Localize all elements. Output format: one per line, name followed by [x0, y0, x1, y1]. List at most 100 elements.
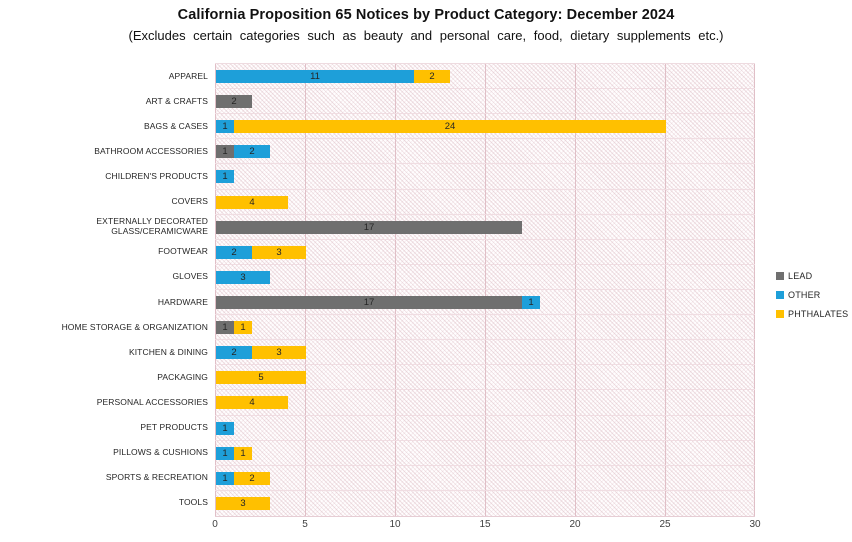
legend-item-other: OTHER	[776, 290, 848, 300]
category-label: COVERS	[171, 196, 208, 207]
legend-label: PHTHALATES	[788, 309, 849, 319]
category-label: APPAREL	[168, 70, 208, 81]
x-axis-tick-label: 30	[749, 519, 761, 530]
bar-segment-lead: 1	[216, 321, 234, 335]
bar-value-label: 1	[528, 296, 534, 308]
bar-row: 4	[215, 390, 755, 416]
category-label: BAGS & CASES	[143, 120, 208, 131]
bar-value-label: 17	[363, 221, 375, 233]
bar-row: 1	[215, 416, 755, 441]
category-label: PET PRODUCTS	[140, 422, 208, 433]
bar-value-label: 1	[240, 322, 246, 334]
category-label: SPORTS & RECREATION	[105, 472, 208, 483]
stacked-bar: 3	[216, 496, 270, 510]
bar-segment-phthalates: 4	[216, 396, 288, 410]
bar-value-label: 1	[240, 447, 246, 459]
bar-row: 3	[215, 491, 755, 516]
category-label: ART & CRAFTS	[145, 95, 208, 106]
stacked-bar: 4	[216, 195, 288, 209]
bar-segment-lead: 1	[216, 145, 234, 159]
bar-segment-other: 2	[216, 346, 252, 360]
bar-value-label: 3	[276, 246, 282, 258]
bar-segment-phthalates: 2	[414, 70, 450, 83]
bar-value-label: 2	[231, 246, 237, 258]
legend-swatch-phthalates	[776, 310, 784, 318]
bar-segment-phthalates: 1	[234, 446, 252, 460]
x-axis-tick-label: 25	[659, 519, 671, 530]
legend-swatch-lead	[776, 272, 784, 280]
bar-segment-phthalates: 3	[252, 346, 306, 360]
stacked-bar: 2	[216, 95, 252, 109]
vertical-gridline	[575, 64, 576, 516]
category-label: CHILDREN'S PRODUCTS	[105, 170, 208, 181]
chart-subtitle: (Excludes certain categories such as bea…	[128, 28, 724, 43]
bar-value-label: 1	[222, 121, 228, 133]
bar-value-label: 17	[363, 296, 375, 308]
bar-row: 17 1	[215, 290, 755, 316]
stacked-bar: 17 1	[216, 295, 540, 309]
x-axis-tick-label: 10	[389, 519, 401, 530]
y-axis-category-labels: APPAREL ART & CRAFTS BAGS & CASES BATHROOM …	[0, 63, 208, 515]
chart-title: California Proposition 65 Notices by Pro…	[177, 7, 675, 23]
bar-segment-lead: 17	[216, 220, 522, 234]
bar-row: 17	[215, 215, 755, 240]
stacked-bar: 11 2	[216, 70, 450, 83]
x-axis: 0 5 10 15 20 25 30	[0, 519, 852, 533]
x-axis-tick-label: 0	[212, 519, 218, 530]
bar-value-label: 2	[429, 71, 435, 82]
category-label: HARDWARE	[157, 296, 208, 307]
vertical-gridline	[305, 64, 306, 516]
bar-segment-phthalates: 24	[234, 120, 666, 134]
bar-segment-other: 1	[216, 170, 234, 184]
bar-row: 5	[215, 365, 755, 391]
category-label: PILLOWS & CUSHIONS	[113, 447, 208, 458]
bar-segment-phthalates: 3	[252, 245, 306, 259]
vertical-gridline	[215, 64, 216, 516]
bar-value-label: 11	[310, 71, 320, 82]
bar-value-label: 3	[276, 347, 282, 359]
category-label: EXTERNALLY DECORATED GLASS/CERAMICWARE	[96, 216, 208, 237]
bar-segment-phthalates: 5	[216, 371, 306, 385]
category-label: BATHROOM ACCESSORIES	[94, 145, 208, 156]
bar-value-label: 3	[240, 497, 246, 509]
bar-segment-other: 3	[216, 270, 270, 284]
bar-segment-other: 1	[522, 295, 540, 309]
vertical-gridline	[754, 64, 755, 516]
category-label: FOOTWEAR	[158, 246, 208, 257]
x-axis-tick-label: 15	[479, 519, 491, 530]
bar-value-label: 24	[444, 121, 456, 133]
legend: LEAD OTHER PHTHALATES	[776, 271, 848, 328]
bar-value-label: 2	[231, 347, 237, 359]
bar-value-label: 2	[249, 146, 255, 158]
bar-row: 1 24	[215, 114, 755, 140]
stacked-bar: 4	[216, 396, 288, 410]
bar-row: 11 2	[215, 64, 755, 90]
bar-value-label: 4	[249, 196, 255, 208]
x-axis-tick-label: 20	[569, 519, 581, 530]
stacked-bar: 3	[216, 270, 270, 284]
bar-row: 2	[215, 89, 755, 115]
bar-value-label: 1	[222, 171, 228, 183]
bar-segment-lead: 2	[216, 95, 252, 109]
bar-row: 1	[215, 164, 755, 190]
bar-segment-phthalates: 4	[216, 195, 288, 209]
bar-segment-other: 1	[216, 446, 234, 460]
category-label: GLOVES	[172, 271, 208, 282]
bar-segment-phthalates: 1	[234, 321, 252, 335]
category-label: KITCHEN & DINING	[128, 346, 208, 357]
vertical-gridline	[485, 64, 486, 516]
bar-segment-other: 1	[216, 120, 234, 134]
bar-value-label: 3	[240, 271, 246, 283]
category-label: PACKAGING	[157, 371, 208, 382]
bar-segment-other: 1	[216, 421, 234, 435]
